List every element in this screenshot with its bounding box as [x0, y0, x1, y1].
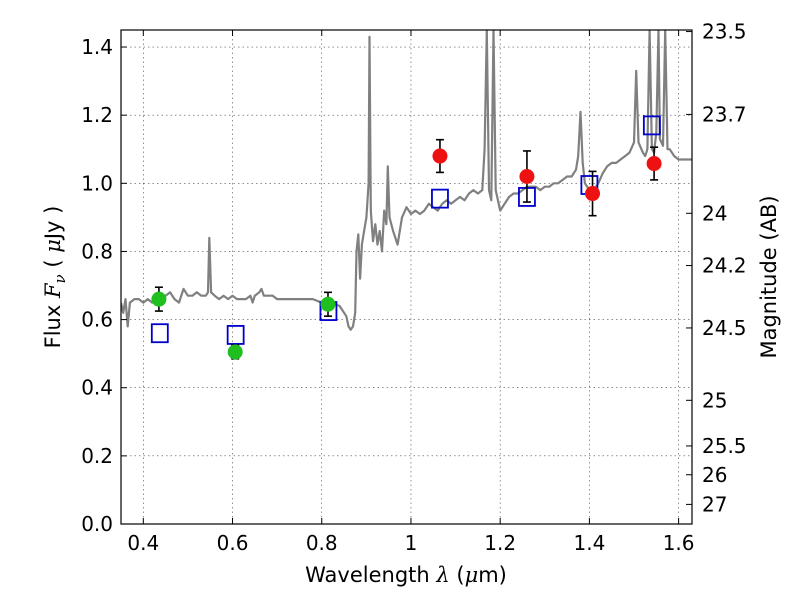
y2-tick-label: 25.5 [702, 434, 747, 458]
x-axis-label: Wavelength λ (μm) [305, 563, 507, 587]
optical-data-point [227, 344, 243, 360]
y-tick-label: 1.2 [81, 103, 113, 127]
y-tick-label: 0.4 [81, 376, 113, 400]
model-spectrum-line [121, 30, 692, 331]
y-tick-label: 0.8 [81, 239, 113, 263]
nir-data-point [432, 148, 448, 164]
x-tick-label: 0.8 [306, 531, 338, 555]
optical-data-point [320, 296, 336, 312]
model-photometry-box [431, 188, 449, 209]
plot-marks [121, 30, 692, 360]
optical-data-point [151, 291, 167, 307]
axis-ticks: 0.4 0.6 0.8 1 1.2 1.4 1.6 0.0 0.2 0.4 0.6 0.8 1.0 1.2… [81, 20, 746, 555]
x-tick-label: 1.2 [484, 531, 516, 555]
grid-lines [121, 30, 692, 524]
model-photometry-box [226, 325, 245, 345]
nir-data-point [585, 186, 601, 202]
y-tick-label: 0.0 [81, 512, 113, 536]
y2-tick-label: 23.7 [702, 102, 747, 126]
plot-frame [120, 29, 693, 525]
y-tick-label: 1.0 [81, 171, 113, 195]
y-tick-label: 0.6 [81, 308, 113, 332]
y-tick-label: 1.4 [81, 35, 113, 59]
y-tick-label: 0.2 [81, 444, 113, 468]
model-photometry-box [642, 115, 661, 136]
nir-data-point [646, 156, 662, 172]
y2-tick-label: 24.5 [702, 316, 747, 340]
x-tick-label: 0.6 [217, 531, 249, 555]
y2-tick-label: 25 [702, 388, 727, 412]
y2-axis-label: Magnitude (AB) [757, 195, 781, 358]
x-tick-label: 1.6 [663, 531, 695, 555]
x-tick-label: 0.4 [127, 531, 159, 555]
y2-tick-label: 27 [702, 492, 727, 516]
y2-tick-label: 26 [702, 463, 727, 487]
y2-tick-label: 24.2 [702, 254, 747, 278]
y-axis-label: Flux Fν ( μJy ) [41, 206, 69, 349]
nir-data-point [519, 168, 535, 184]
plot-background [121, 30, 692, 524]
y2-tick-label: 24 [702, 201, 727, 225]
x-tick-label: 1 [405, 531, 418, 555]
y2-tick-label: 23.5 [702, 20, 747, 44]
x-tick-label: 1.4 [573, 531, 605, 555]
model-photometry-box [150, 323, 169, 344]
